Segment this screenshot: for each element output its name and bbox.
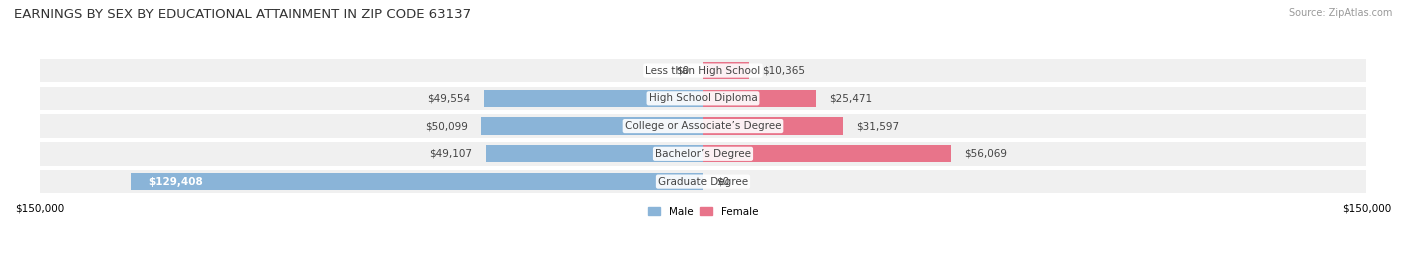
Text: $56,069: $56,069 bbox=[965, 149, 1007, 159]
Bar bbox=[703, 145, 950, 162]
Legend: Male, Female: Male, Female bbox=[644, 203, 762, 221]
Text: Bachelor’s Degree: Bachelor’s Degree bbox=[655, 149, 751, 159]
Text: High School Diploma: High School Diploma bbox=[648, 93, 758, 103]
Text: $0: $0 bbox=[676, 66, 690, 76]
Text: $129,408: $129,408 bbox=[149, 177, 202, 187]
Text: $10,365: $10,365 bbox=[762, 66, 806, 76]
Text: $50,099: $50,099 bbox=[425, 121, 468, 131]
Bar bbox=[39, 142, 1367, 166]
Bar bbox=[481, 117, 703, 135]
Text: $49,554: $49,554 bbox=[427, 93, 471, 103]
Text: $25,471: $25,471 bbox=[830, 93, 872, 103]
Bar bbox=[39, 170, 1367, 193]
Text: $31,597: $31,597 bbox=[856, 121, 898, 131]
Bar bbox=[486, 145, 703, 162]
Bar bbox=[484, 90, 703, 107]
Text: $49,107: $49,107 bbox=[430, 149, 472, 159]
Text: Graduate Degree: Graduate Degree bbox=[658, 177, 748, 187]
Bar bbox=[131, 173, 703, 190]
Text: EARNINGS BY SEX BY EDUCATIONAL ATTAINMENT IN ZIP CODE 63137: EARNINGS BY SEX BY EDUCATIONAL ATTAINMEN… bbox=[14, 8, 471, 21]
Bar bbox=[703, 90, 815, 107]
Text: College or Associate’s Degree: College or Associate’s Degree bbox=[624, 121, 782, 131]
Bar bbox=[703, 62, 749, 79]
Bar bbox=[703, 117, 842, 135]
Bar bbox=[39, 59, 1367, 82]
Bar bbox=[39, 87, 1367, 110]
Text: Source: ZipAtlas.com: Source: ZipAtlas.com bbox=[1288, 8, 1392, 18]
Bar bbox=[39, 114, 1367, 138]
Text: $0: $0 bbox=[716, 177, 730, 187]
Text: Less than High School: Less than High School bbox=[645, 66, 761, 76]
